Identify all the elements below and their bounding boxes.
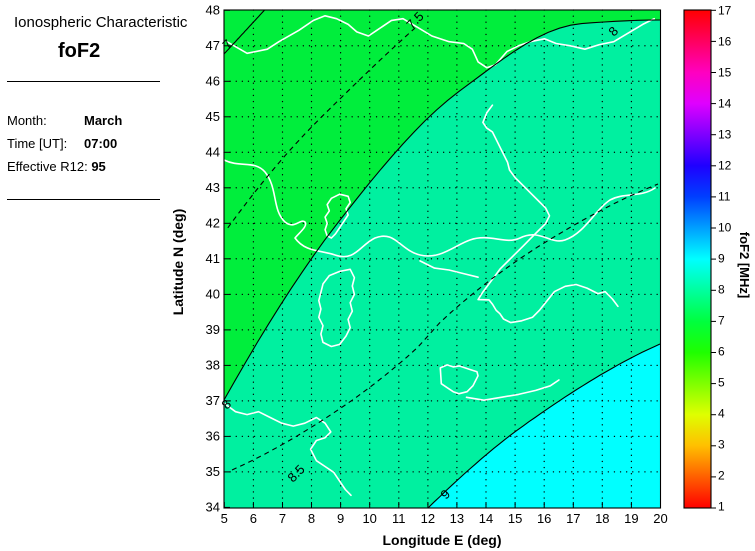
svg-text:48: 48 — [206, 3, 220, 18]
svg-text:17: 17 — [718, 4, 732, 18]
svg-text:37: 37 — [206, 393, 220, 408]
svg-text:11: 11 — [718, 190, 731, 204]
svg-text:7: 7 — [718, 314, 725, 328]
svg-text:38: 38 — [206, 358, 220, 373]
svg-text:44: 44 — [206, 145, 220, 160]
svg-text:17: 17 — [566, 511, 580, 526]
svg-text:2: 2 — [718, 469, 725, 483]
svg-text:14: 14 — [479, 511, 493, 526]
svg-text:47: 47 — [206, 38, 220, 53]
svg-text:4: 4 — [718, 407, 725, 421]
svg-text:46: 46 — [206, 74, 220, 89]
svg-text:3: 3 — [718, 438, 725, 452]
svg-text:16: 16 — [718, 35, 732, 49]
svg-text:18: 18 — [595, 511, 609, 526]
svg-text:14: 14 — [718, 97, 732, 111]
svg-text:13: 13 — [718, 128, 732, 142]
svg-text:13: 13 — [450, 511, 464, 526]
svg-text:16: 16 — [537, 511, 551, 526]
svg-text:6: 6 — [250, 511, 257, 526]
svg-text:12: 12 — [421, 511, 435, 526]
svg-text:40: 40 — [206, 287, 220, 302]
svg-text:8: 8 — [308, 511, 315, 526]
svg-text:8: 8 — [718, 283, 725, 297]
svg-text:34: 34 — [206, 500, 220, 515]
svg-text:6: 6 — [718, 345, 725, 359]
svg-text:43: 43 — [206, 180, 220, 195]
svg-text:19: 19 — [624, 511, 638, 526]
svg-text:42: 42 — [206, 216, 220, 231]
svg-text:10: 10 — [718, 221, 732, 235]
svg-text:5: 5 — [221, 511, 228, 526]
svg-text:foF2 [MHz]: foF2 [MHz] — [737, 232, 752, 298]
svg-text:39: 39 — [206, 322, 220, 337]
svg-text:15: 15 — [718, 66, 732, 80]
svg-text:10: 10 — [362, 511, 376, 526]
svg-text:5: 5 — [718, 376, 725, 390]
svg-text:9: 9 — [337, 511, 344, 526]
svg-text:9: 9 — [718, 252, 725, 266]
svg-text:11: 11 — [392, 511, 406, 526]
svg-text:35: 35 — [206, 464, 220, 479]
svg-text:7: 7 — [279, 511, 286, 526]
svg-text:41: 41 — [206, 251, 220, 266]
svg-text:12: 12 — [718, 159, 732, 173]
svg-text:1: 1 — [718, 500, 725, 514]
svg-text:20: 20 — [653, 511, 667, 526]
svg-text:36: 36 — [206, 429, 220, 444]
svg-text:45: 45 — [206, 109, 220, 124]
svg-text:Latitude N (deg): Latitude N (deg) — [170, 209, 186, 316]
svg-text:Longitude E (deg): Longitude E (deg) — [383, 532, 502, 548]
svg-text:15: 15 — [508, 511, 522, 526]
